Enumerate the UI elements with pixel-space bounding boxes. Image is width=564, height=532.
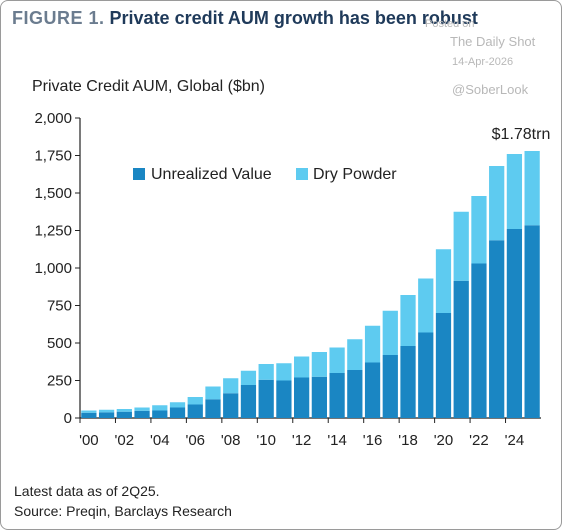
bar-dry-powder — [382, 310, 398, 355]
bar-dry-powder — [98, 409, 115, 413]
y-tick-label: 0 — [64, 410, 72, 427]
bar-dry-powder — [152, 405, 168, 411]
bar-dry-powder — [294, 356, 310, 378]
bar-dry-powder — [524, 151, 540, 226]
bar-dry-powder — [223, 378, 239, 394]
bar-dry-powder — [506, 154, 523, 229]
bar-unrealized-value — [382, 355, 398, 418]
x-tick-label: '16 — [363, 432, 383, 449]
y-tick-label: 1,250 — [34, 223, 72, 240]
bar-dry-powder — [169, 402, 186, 408]
watermark-source: The Daily Shot — [450, 34, 536, 49]
x-tick-label: '04 — [150, 432, 170, 449]
x-tick-label: '18 — [398, 432, 418, 449]
bar-unrealized-value — [81, 412, 97, 418]
bar-unrealized-value — [187, 404, 203, 418]
chart-subtitle: Private Credit AUM, Global ($bn) — [32, 78, 265, 95]
x-tick-label: '00 — [79, 432, 99, 449]
bar-unrealized-value — [169, 407, 186, 418]
watermark-date: 14-Apr-2026 — [452, 56, 514, 68]
legend-label-unrealized-value: Unrealized Value — [151, 166, 272, 183]
x-tick-label: '20 — [434, 432, 454, 449]
bar-dry-powder — [400, 295, 416, 346]
bar-dry-powder — [258, 364, 274, 380]
bar-unrealized-value — [329, 373, 345, 418]
bar-unrealized-value — [152, 410, 168, 418]
watermark-handle: @SoberLook — [452, 82, 529, 97]
bar-dry-powder — [311, 352, 327, 377]
y-tick-label: 2,000 — [34, 110, 72, 127]
bar-unrealized-value — [134, 410, 150, 418]
bar-dry-powder — [364, 325, 381, 363]
bar-dry-powder — [134, 407, 150, 411]
bar-unrealized-value — [116, 411, 132, 418]
bar-dry-powder — [453, 211, 469, 281]
bar-unrealized-value — [471, 263, 487, 418]
x-tick-label: '22 — [469, 432, 489, 449]
figure-title-text: Private credit AUM growth has been robus… — [109, 8, 478, 28]
y-tick-label: 1,500 — [34, 185, 72, 202]
y-tick-label: 750 — [47, 298, 72, 315]
bar-dry-powder — [205, 386, 221, 400]
bar-dry-powder — [240, 370, 257, 385]
bar-dry-powder — [329, 347, 345, 373]
legend-label-dry-powder: Dry Powder — [313, 166, 397, 183]
bar-dry-powder — [489, 166, 505, 241]
bar-unrealized-value — [240, 385, 257, 418]
figure-label: FIGURE 1. — [12, 8, 105, 28]
bar-unrealized-value — [276, 380, 292, 418]
bar-unrealized-value — [489, 240, 505, 418]
watermark-posted-on: Posted on — [425, 18, 475, 30]
bar-unrealized-value — [294, 377, 310, 418]
x-tick-label: '08 — [221, 432, 241, 449]
x-tick-label: '12 — [292, 432, 312, 449]
bar-unrealized-value — [418, 332, 434, 418]
total-annotation: $1.78trn — [492, 126, 551, 143]
y-tick-label: 500 — [47, 335, 72, 352]
bar-unrealized-value — [258, 379, 274, 418]
figure-title: FIGURE 1. Private credit AUM growth has … — [12, 8, 478, 29]
bar-dry-powder — [347, 339, 363, 370]
x-tick-label: '24 — [505, 432, 525, 449]
bar-unrealized-value — [311, 376, 327, 418]
bar-dry-powder — [81, 410, 97, 413]
y-tick-label: 1,000 — [34, 260, 72, 277]
bar-dry-powder — [435, 249, 452, 313]
bar-dry-powder — [187, 397, 203, 405]
bar-unrealized-value — [524, 225, 540, 418]
footnote-latest: Latest data as of 2Q25. — [14, 483, 160, 499]
legend-swatch-unrealized-value — [133, 168, 145, 180]
x-tick-label: '06 — [185, 432, 205, 449]
bar-unrealized-value — [205, 399, 221, 418]
bar-dry-powder — [116, 409, 132, 412]
x-tick-label: '02 — [115, 432, 135, 449]
x-tick-label: '14 — [327, 432, 347, 449]
bar-dry-powder — [418, 278, 434, 333]
bar-unrealized-value — [347, 370, 363, 418]
bar-unrealized-value — [364, 362, 381, 418]
y-tick-label: 1,750 — [34, 148, 72, 165]
legend-swatch-dry-powder — [296, 168, 308, 180]
bar-dry-powder — [471, 196, 487, 264]
bar-unrealized-value — [98, 412, 115, 418]
bar-dry-powder — [276, 363, 292, 381]
bar-unrealized-value — [506, 229, 523, 418]
footnote-source: Source: Preqin, Barclays Research — [14, 503, 232, 519]
y-tick-label: 250 — [47, 373, 72, 390]
bar-unrealized-value — [453, 280, 469, 418]
bar-unrealized-value — [400, 346, 416, 418]
x-tick-label: '10 — [256, 432, 276, 449]
bar-unrealized-value — [223, 393, 239, 418]
bar-unrealized-value — [435, 313, 452, 418]
